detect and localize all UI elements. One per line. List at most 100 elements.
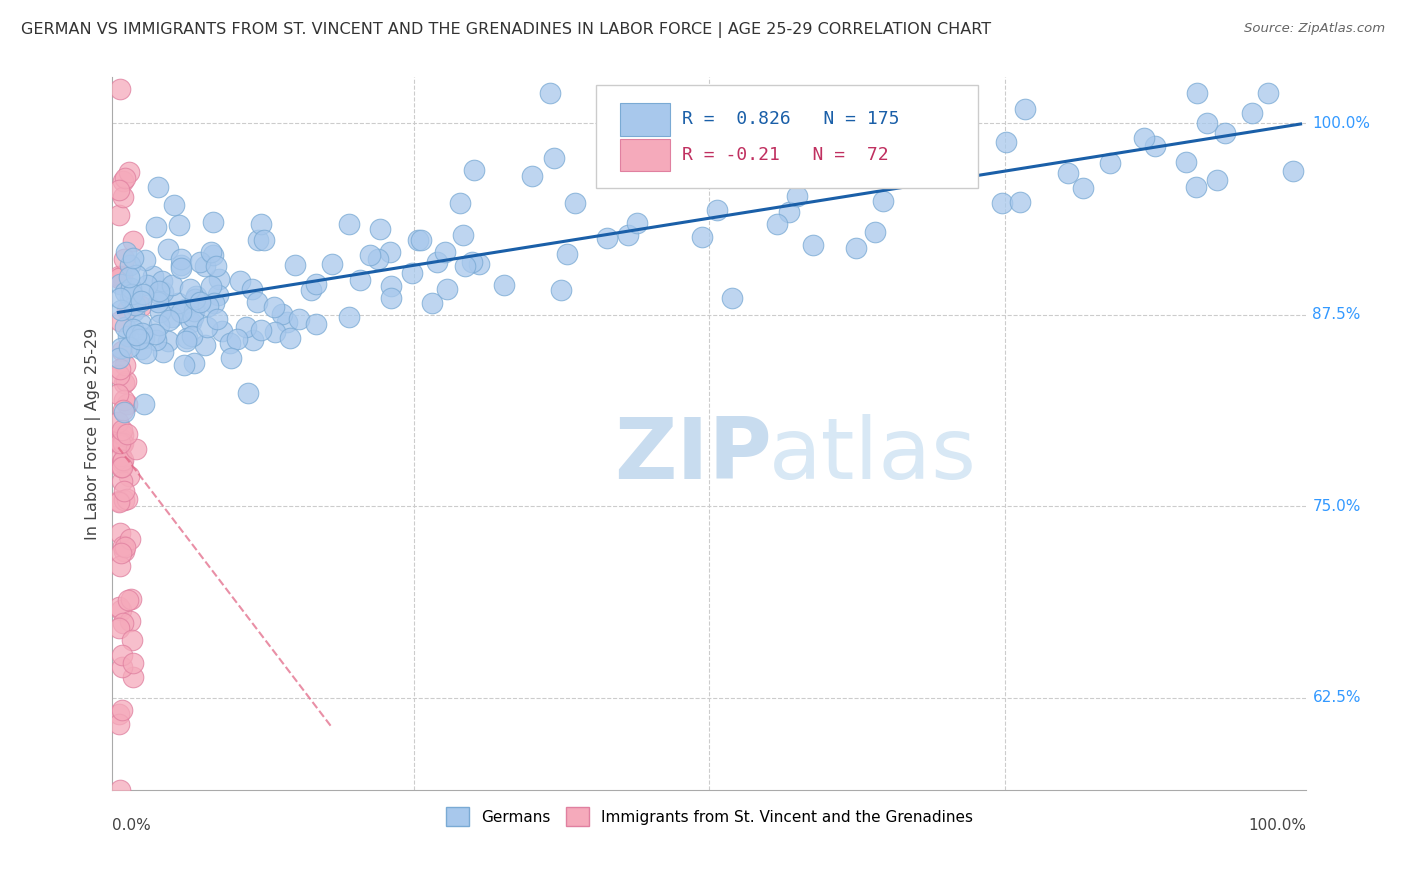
Point [143, 326, 166, 341]
Point [786, 188, 808, 202]
Y-axis label: In Labor Force | Age 25-29: In Labor Force | Age 25-29 [86, 327, 101, 540]
Point [110, 438, 132, 452]
Point [128, 333, 150, 347]
Point [903, 156, 925, 170]
Point [149, 305, 172, 319]
Point [107, 386, 129, 401]
Point [170, 260, 193, 275]
Point [117, 397, 139, 411]
Point [995, 135, 1018, 149]
Point [122, 303, 145, 318]
Point [229, 274, 252, 288]
Point [115, 492, 138, 507]
Point [219, 335, 242, 350]
Point [117, 468, 139, 483]
Point [778, 205, 800, 219]
Point [117, 164, 139, 178]
Point [107, 184, 129, 198]
Point [463, 163, 485, 178]
Point [152, 285, 174, 299]
Point [157, 313, 180, 327]
Point [176, 331, 198, 345]
Text: atlas: atlas [769, 414, 977, 497]
Point [183, 303, 205, 318]
Point [118, 270, 141, 285]
Point [170, 252, 193, 266]
Point [108, 707, 131, 722]
Point [406, 233, 429, 247]
Point [253, 234, 276, 248]
Point [921, 149, 943, 163]
Point [436, 282, 458, 296]
Point [270, 307, 292, 321]
Point [246, 294, 269, 309]
Point [120, 291, 142, 305]
Text: 75.0%: 75.0% [1312, 499, 1361, 514]
Point [129, 318, 152, 332]
Point [174, 302, 197, 317]
Text: R =  0.826   N = 175: R = 0.826 N = 175 [682, 111, 900, 128]
Point [367, 252, 389, 266]
Point [1056, 166, 1078, 180]
Point [188, 255, 211, 269]
Point [434, 245, 457, 260]
Point [160, 310, 183, 325]
Point [263, 300, 285, 314]
Point [110, 475, 132, 489]
Point [1206, 173, 1229, 187]
Legend: Germans, Immigrants from St. Vincent and the Grenadines: Germans, Immigrants from St. Vincent and… [440, 801, 979, 832]
Point [378, 244, 401, 259]
Point [114, 170, 136, 185]
Point [426, 254, 449, 268]
Point [225, 332, 247, 346]
Point [121, 633, 143, 648]
Point [111, 460, 134, 475]
Point [112, 484, 135, 499]
Point [132, 331, 155, 345]
Point [110, 432, 132, 446]
Point [617, 227, 640, 242]
Point [1257, 86, 1279, 100]
Point [170, 258, 193, 272]
Point [136, 277, 159, 292]
Point [520, 169, 543, 183]
Point [112, 403, 135, 417]
Text: ZIP: ZIP [614, 414, 772, 497]
Point [305, 277, 328, 291]
Point [108, 599, 131, 614]
Point [169, 304, 191, 318]
Point [194, 337, 217, 351]
Point [117, 426, 139, 441]
Point [564, 195, 586, 210]
Point [166, 295, 188, 310]
Point [112, 493, 135, 508]
Point [250, 323, 273, 337]
Point [1241, 106, 1264, 120]
Point [122, 251, 145, 265]
Point [120, 281, 142, 295]
Point [114, 320, 136, 334]
Point [202, 296, 225, 310]
Point [706, 203, 728, 218]
Point [114, 285, 136, 299]
Point [108, 271, 131, 285]
Point [873, 138, 896, 153]
Point [135, 345, 157, 359]
Point [122, 322, 145, 336]
Point [117, 328, 139, 343]
Point [122, 657, 145, 671]
Point [184, 292, 207, 306]
Point [108, 495, 131, 509]
Point [449, 196, 471, 211]
Point [181, 329, 204, 343]
Point [766, 217, 789, 231]
Point [1143, 138, 1166, 153]
Point [145, 220, 167, 235]
Point [872, 194, 894, 209]
Point [148, 286, 170, 301]
Point [110, 603, 132, 617]
Text: Source: ZipAtlas.com: Source: ZipAtlas.com [1244, 22, 1385, 36]
Point [108, 434, 131, 449]
Point [114, 540, 136, 554]
Point [494, 278, 516, 293]
